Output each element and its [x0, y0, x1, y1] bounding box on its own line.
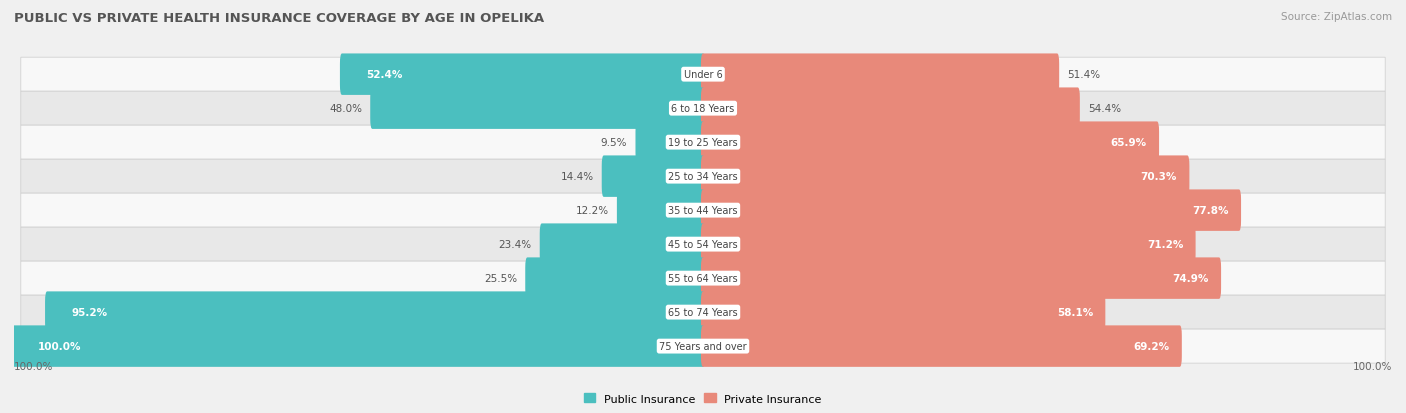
Text: Source: ZipAtlas.com: Source: ZipAtlas.com [1281, 12, 1392, 22]
Text: 12.2%: 12.2% [575, 206, 609, 216]
FancyBboxPatch shape [21, 295, 1385, 329]
FancyBboxPatch shape [21, 329, 1385, 363]
FancyBboxPatch shape [540, 224, 704, 265]
FancyBboxPatch shape [702, 190, 1241, 231]
Text: 58.1%: 58.1% [1057, 307, 1092, 317]
Text: 75 Years and over: 75 Years and over [659, 341, 747, 351]
Text: 6 to 18 Years: 6 to 18 Years [672, 104, 734, 114]
Text: 71.2%: 71.2% [1147, 240, 1184, 249]
Text: 51.4%: 51.4% [1067, 70, 1101, 80]
FancyBboxPatch shape [21, 194, 1385, 228]
Text: 23.4%: 23.4% [498, 240, 531, 249]
Text: PUBLIC VS PRIVATE HEALTH INSURANCE COVERAGE BY AGE IN OPELIKA: PUBLIC VS PRIVATE HEALTH INSURANCE COVER… [14, 12, 544, 25]
Text: 74.9%: 74.9% [1173, 273, 1209, 283]
Text: 45 to 54 Years: 45 to 54 Years [668, 240, 738, 249]
Text: Under 6: Under 6 [683, 70, 723, 80]
Text: 65.9%: 65.9% [1111, 138, 1147, 148]
Text: 14.4%: 14.4% [561, 172, 593, 182]
FancyBboxPatch shape [340, 54, 704, 96]
Text: 25.5%: 25.5% [484, 273, 517, 283]
FancyBboxPatch shape [370, 88, 704, 130]
FancyBboxPatch shape [21, 228, 1385, 261]
FancyBboxPatch shape [21, 92, 1385, 126]
Text: 9.5%: 9.5% [600, 138, 627, 148]
Text: 69.2%: 69.2% [1133, 341, 1170, 351]
Text: 65 to 74 Years: 65 to 74 Years [668, 307, 738, 317]
Text: 48.0%: 48.0% [329, 104, 361, 114]
Text: 70.3%: 70.3% [1140, 172, 1177, 182]
FancyBboxPatch shape [13, 325, 704, 367]
FancyBboxPatch shape [702, 54, 1059, 96]
Text: 54.4%: 54.4% [1088, 104, 1121, 114]
Text: 77.8%: 77.8% [1192, 206, 1229, 216]
Text: 52.4%: 52.4% [366, 70, 402, 80]
FancyBboxPatch shape [45, 292, 704, 333]
FancyBboxPatch shape [526, 258, 704, 299]
FancyBboxPatch shape [702, 325, 1182, 367]
FancyBboxPatch shape [21, 160, 1385, 194]
FancyBboxPatch shape [617, 190, 704, 231]
Text: 100.0%: 100.0% [38, 341, 82, 351]
Text: 95.2%: 95.2% [72, 307, 107, 317]
FancyBboxPatch shape [702, 156, 1189, 197]
Text: 100.0%: 100.0% [1353, 361, 1392, 371]
FancyBboxPatch shape [702, 258, 1220, 299]
FancyBboxPatch shape [702, 292, 1105, 333]
FancyBboxPatch shape [21, 261, 1385, 295]
Text: 35 to 44 Years: 35 to 44 Years [668, 206, 738, 216]
Text: 19 to 25 Years: 19 to 25 Years [668, 138, 738, 148]
Text: 25 to 34 Years: 25 to 34 Years [668, 172, 738, 182]
FancyBboxPatch shape [21, 58, 1385, 92]
FancyBboxPatch shape [636, 122, 704, 164]
Text: 100.0%: 100.0% [14, 361, 53, 371]
FancyBboxPatch shape [702, 224, 1195, 265]
FancyBboxPatch shape [21, 126, 1385, 160]
FancyBboxPatch shape [602, 156, 704, 197]
Legend: Public Insurance, Private Insurance: Public Insurance, Private Insurance [579, 389, 827, 408]
FancyBboxPatch shape [702, 88, 1080, 130]
FancyBboxPatch shape [702, 122, 1159, 164]
Text: 55 to 64 Years: 55 to 64 Years [668, 273, 738, 283]
